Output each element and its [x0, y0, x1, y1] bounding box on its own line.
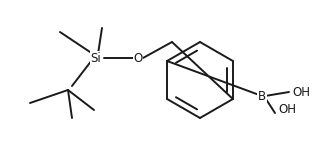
Text: OH: OH — [292, 86, 310, 98]
Text: Si: Si — [91, 52, 102, 65]
Text: OH: OH — [278, 103, 296, 116]
Text: B: B — [258, 90, 266, 102]
Text: O: O — [133, 52, 143, 65]
